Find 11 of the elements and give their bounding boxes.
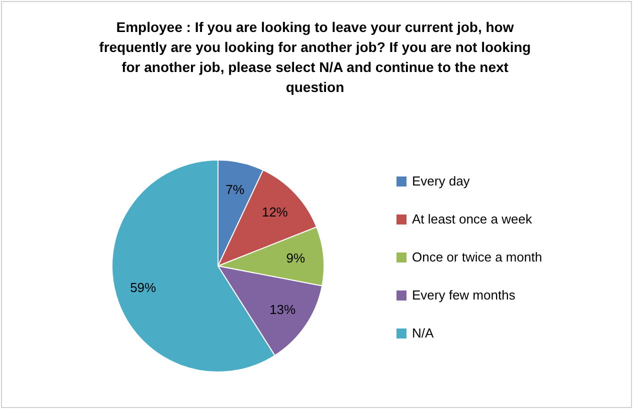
data-label: 9% (286, 250, 306, 266)
chart-title: Employee : If you are looking to leave your current job, how frequently are you looking for another job? If you are not looking for another job, please select N/A and continue to the next question (99, 19, 531, 95)
legend-label: Every day (412, 174, 470, 188)
data-label: 13% (269, 302, 296, 317)
legend-label: Every few months (412, 288, 516, 302)
data-label: 12% (262, 204, 288, 220)
data-label: 7% (226, 182, 245, 197)
legend-label: Once or twice a month (412, 250, 542, 264)
data-label: 59% (130, 280, 157, 295)
legend-label: At least once a week (412, 212, 532, 226)
legend-label: N/A (412, 326, 434, 340)
